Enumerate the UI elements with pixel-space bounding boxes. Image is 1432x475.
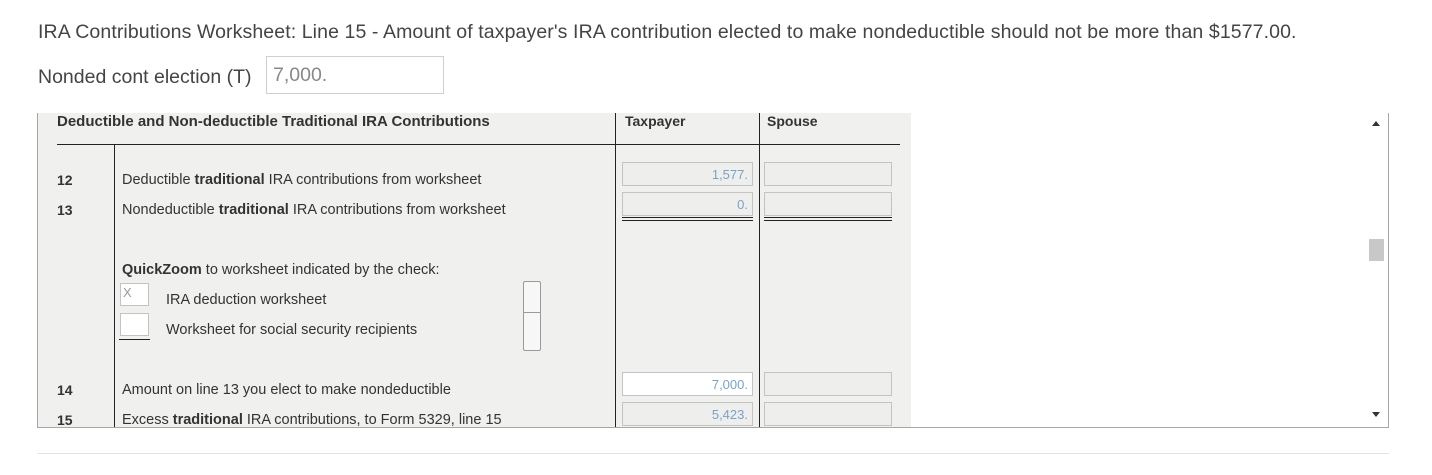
subtotal-underline	[764, 220, 892, 221]
validation-message: IRA Contributions Worksheet: Line 15 - A…	[38, 21, 1297, 43]
line-13-taxpayer-amount[interactable]: 0.	[622, 192, 753, 216]
line-number: 14	[57, 382, 73, 398]
checkbox-underline	[119, 339, 150, 340]
quickzoom-instruction: QuickZoom to worksheet indicated by the …	[122, 262, 440, 278]
form-section-title: Deductible and Non-deductible Traditiona…	[57, 113, 490, 130]
form-viewport: Deductible and Non-deductible Traditiona…	[37, 113, 1389, 428]
social-security-worksheet-label: Worksheet for social security recipients	[166, 322, 418, 338]
line-12-description: Deductible traditional IRA contributions…	[122, 172, 482, 188]
ira-deduction-worksheet-label: IRA deduction worksheet	[166, 292, 327, 308]
subtotal-underline	[622, 220, 753, 221]
line-14-taxpayer-amount[interactable]: 7,000.	[622, 372, 753, 396]
subtotal-underline	[764, 217, 892, 218]
line-15-spouse-amount[interactable]	[764, 402, 892, 426]
vertical-scrollbar[interactable]	[1366, 113, 1388, 427]
line-number: 15	[57, 412, 73, 428]
nonded-election-input[interactable]	[266, 56, 444, 94]
line-number: 13	[57, 202, 73, 218]
ira-contributions-form: Deductible and Non-deductible Traditiona…	[38, 113, 911, 428]
scroll-up-icon[interactable]	[1372, 121, 1380, 126]
spouse-column-divider	[759, 113, 760, 427]
taxpayer-column-header: Taxpayer	[625, 113, 686, 129]
quickzoom-bracket	[523, 281, 541, 351]
scroll-thumb[interactable]	[1369, 239, 1384, 261]
line-13-spouse-amount[interactable]	[764, 192, 892, 216]
scroll-down-icon[interactable]	[1372, 412, 1380, 417]
line-15-description: Excess traditional IRA contributions, to…	[122, 412, 502, 428]
line-12-spouse-amount[interactable]	[764, 162, 892, 186]
subtotal-underline	[622, 217, 753, 218]
taxpayer-column-divider	[615, 113, 616, 427]
header-divider	[57, 144, 900, 145]
line-15-taxpayer-amount[interactable]: 5,423.	[622, 402, 753, 426]
spouse-column-header: Spouse	[767, 113, 818, 129]
social-security-worksheet-checkbox[interactable]	[120, 313, 149, 336]
line-14-description: Amount on line 13 you elect to make nond…	[122, 382, 451, 398]
bottom-divider	[37, 453, 1389, 454]
nonded-election-label: Nonded cont election (T)	[38, 66, 252, 88]
line-14-spouse-amount[interactable]	[764, 372, 892, 396]
ira-deduction-worksheet-checkbox[interactable]: X	[120, 283, 149, 306]
line-number: 12	[57, 172, 73, 188]
line-13-description: Nondeductible traditional IRA contributi…	[122, 202, 506, 218]
line-number-divider	[114, 144, 115, 427]
line-12-taxpayer-amount[interactable]: 1,577.	[622, 162, 753, 186]
